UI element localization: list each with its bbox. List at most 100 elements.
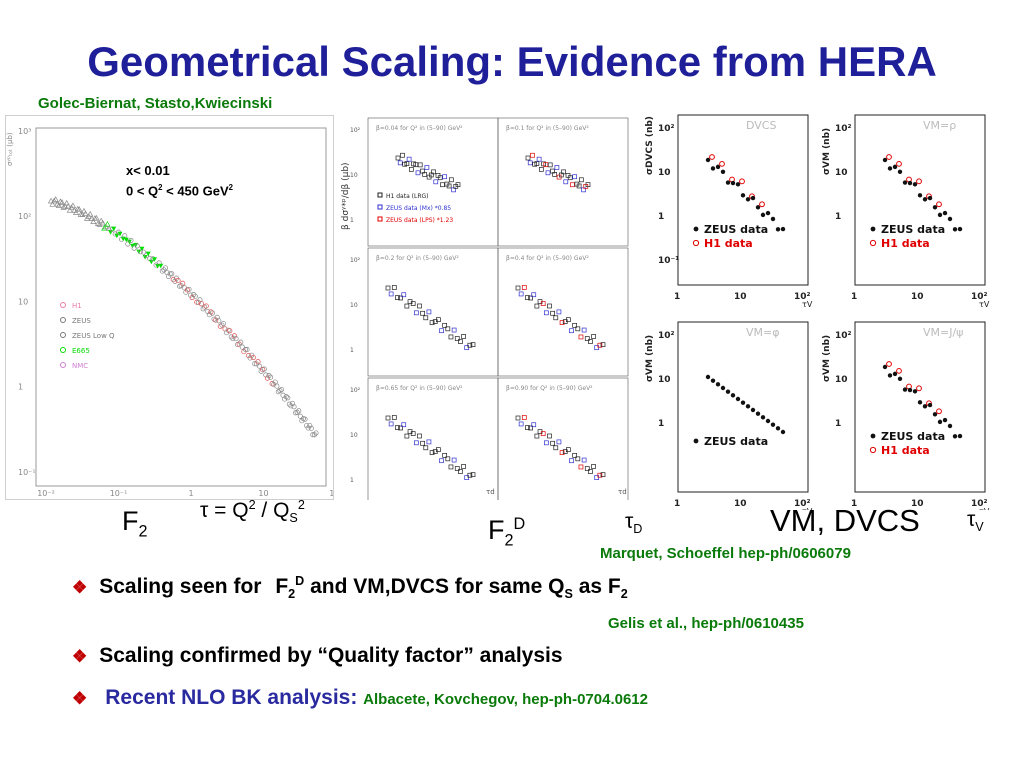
- bullet-diamond-icon: ❖: [72, 647, 88, 666]
- diff-point: [540, 431, 546, 436]
- vm-point: [765, 418, 771, 424]
- vm-point: [760, 212, 766, 218]
- vm-point: [942, 210, 948, 216]
- diff-subplot-title: β=0.90 for Q² in (5–90) GeV²: [506, 385, 593, 392]
- vm-point: [947, 423, 953, 429]
- diff-point: [401, 292, 407, 298]
- diff-point: [445, 456, 451, 462]
- vm-legend-entry: ZEUS data: [704, 223, 768, 236]
- diff-point: [442, 322, 448, 328]
- f2-point: [291, 404, 297, 410]
- f2-point: [219, 322, 225, 328]
- f2-point: [57, 198, 64, 204]
- diff-subplot-title: β=0.65 for Q² in (5–90) GeV²: [376, 385, 463, 392]
- f2-condition-q2: 0 < Q2 < 450 GeV2: [126, 183, 233, 199]
- diff-point: [391, 285, 397, 290]
- vm-panel-title: DVCS: [746, 119, 776, 132]
- vm-legend-entry: ZEUS data: [881, 430, 945, 443]
- vm-point: [896, 160, 902, 167]
- f2-legend-marker: [60, 362, 66, 368]
- f2-point: [181, 285, 187, 291]
- f2-xtick: 10: [258, 489, 268, 498]
- diff-point: [429, 450, 435, 455]
- vm-xtick: 10²: [794, 499, 811, 509]
- diff-point: [436, 447, 441, 452]
- f2-point: [114, 233, 120, 239]
- f2-xtick: 1: [188, 489, 193, 498]
- f2-point: [60, 204, 67, 210]
- diff-point: [397, 160, 403, 166]
- vm-xtick: 1: [674, 499, 680, 509]
- diff-point: [458, 339, 463, 344]
- vm-legend-entry: H1 data: [881, 237, 930, 250]
- f2-point: [137, 249, 143, 255]
- diff-point: [521, 285, 527, 290]
- f2-point: [52, 196, 59, 202]
- diff-point: [385, 285, 391, 291]
- f2-point: [267, 374, 274, 380]
- vm-point: [735, 396, 741, 402]
- vm-panel-frame: [854, 114, 986, 286]
- vm-panel-ylabel: σDVCS (nb): [645, 116, 655, 175]
- vm-point: [897, 169, 903, 174]
- f2-point: [63, 199, 70, 206]
- diff-point: [588, 339, 593, 344]
- vm-point: [936, 408, 942, 415]
- f2-point: [233, 336, 239, 342]
- diff-point: [410, 301, 416, 306]
- diff-subplot-title: β=0.4 for Q² in (5–90) GeV²: [506, 255, 589, 262]
- diff-point: [458, 469, 463, 474]
- f2-point: [180, 280, 186, 286]
- vm-point: [882, 364, 888, 370]
- diff-point: [518, 291, 524, 297]
- diff-point: [515, 415, 521, 421]
- f2-point: [130, 243, 136, 249]
- diff-subplot-title: β=0.1 for Q² in (5–90) GeV²: [506, 125, 589, 132]
- diff-point: [552, 172, 558, 177]
- vm-xtick: 1: [674, 292, 680, 302]
- diff-point: [408, 167, 414, 172]
- vm-point: [719, 160, 725, 167]
- diff-point: [426, 439, 432, 445]
- diff-point: [569, 458, 574, 464]
- diff-point: [543, 310, 549, 316]
- vm-dvcs-plots: DVCS σDVCS (nb) 10² 10 1 10⁻¹ 1 10 10² τV ZEUS dat…: [640, 100, 1024, 516]
- tau-v-label: τV: [967, 508, 984, 535]
- diff-point: [417, 433, 422, 439]
- authors-top: Golec-Biernat, Stasto,Kwiecinski: [38, 95, 273, 112]
- vm-point: [739, 178, 745, 185]
- f2-ytick: 10⁻¹: [18, 468, 36, 477]
- diff-point: [423, 445, 429, 451]
- f2-legend-marker: [60, 347, 66, 353]
- diff-point: [442, 174, 448, 180]
- diff-point: [417, 162, 423, 168]
- f2-point: [220, 321, 227, 327]
- vm-ytick: 10: [835, 375, 848, 385]
- vm-point: [887, 373, 893, 378]
- vm-point: [740, 400, 746, 405]
- diff-ytick: 10: [350, 302, 358, 309]
- diff-point: [563, 179, 569, 185]
- diff-point: [559, 450, 565, 455]
- vm-point: [730, 180, 736, 186]
- diff-point: [391, 415, 397, 420]
- diff-point: [550, 440, 555, 446]
- vm-point: [952, 434, 958, 439]
- f2-legend-entry: H1: [72, 302, 82, 310]
- vm-point: [720, 385, 726, 391]
- f2-point: [151, 257, 157, 262]
- f2-ytick: 10²: [18, 212, 31, 221]
- vm-xtick: 10: [734, 499, 747, 509]
- vm-point: [917, 193, 923, 198]
- f2-point: [80, 207, 88, 214]
- f2-point: [308, 425, 314, 431]
- diff-point: [572, 322, 578, 328]
- diff-point: [470, 472, 476, 478]
- f2-point: [94, 220, 102, 226]
- diff-point: [597, 472, 603, 478]
- vm-point: [760, 415, 766, 420]
- vm-point: [705, 157, 711, 163]
- f2-point: [261, 366, 267, 372]
- vm-point: [715, 382, 721, 387]
- f2-point: [313, 430, 319, 436]
